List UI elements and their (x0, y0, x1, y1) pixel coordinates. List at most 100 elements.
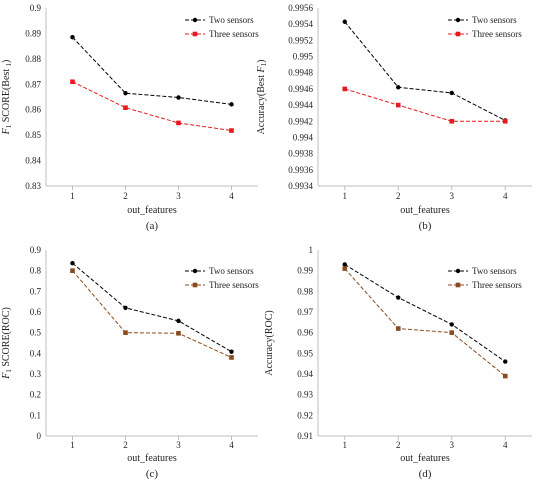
data-point (449, 118, 455, 124)
y-tick-label: 0.99 (297, 266, 313, 276)
x-tick-label: 1 (343, 440, 348, 450)
y-tick-label: 0.86 (25, 105, 41, 115)
y-tick-label: 0.98 (297, 286, 313, 296)
data-point (70, 79, 75, 85)
y-tick-label: 0.9944 (288, 100, 313, 110)
y-tick-label: 0.83 (25, 181, 41, 191)
data-point (342, 86, 348, 92)
y-tick-label: 0.94 (297, 369, 313, 379)
panel-caption: (d) (419, 468, 432, 480)
chart-panel: 0.91 0.92 0.93 0.94 0.95 0.96 0.97 0.98 0.99 1 1 2 3… (264, 245, 532, 480)
x-tick-label: 4 (229, 191, 234, 201)
data-point (229, 349, 234, 354)
data-point (123, 305, 128, 311)
legend-marker (192, 31, 198, 37)
x-tick-label: 3 (450, 191, 455, 201)
panel-caption: (a) (146, 220, 159, 232)
data-point (229, 355, 234, 360)
x-tick-label: 2 (396, 191, 401, 201)
data-point (395, 326, 401, 331)
data-point (176, 330, 181, 336)
y-tick-label: 0.9936 (288, 165, 313, 175)
data-point (396, 85, 401, 90)
data-point (342, 262, 347, 267)
y-tick-label: 0.3 (30, 369, 42, 379)
y-tick-label: 0.9954 (288, 19, 313, 29)
panel-caption: (c) (146, 468, 159, 480)
y-tick-label: 0.9942 (288, 116, 313, 126)
series-line (72, 262, 232, 353)
data-point (229, 128, 234, 133)
data-point (176, 95, 181, 100)
y-tick-label: 0.9934 (288, 181, 313, 191)
x-tick-label: 3 (450, 440, 455, 450)
legend-label: Three sensors (472, 280, 522, 290)
data-point (123, 330, 128, 335)
legend-marker (455, 31, 461, 37)
legend-marker (192, 268, 198, 274)
y-tick-label: 0.92 (297, 410, 313, 420)
y-tick-label: 0.995 (293, 52, 314, 62)
x-tick-label: 2 (123, 191, 128, 201)
y-tick-label: 0.97 (297, 307, 313, 317)
x-tick-label: 3 (176, 191, 181, 201)
data-point (395, 102, 401, 108)
chart-panel: 0.9934 0.9936 0.9938 0.994 0.9942 0.9944 0.994… (256, 3, 532, 232)
legend-label: Two sensors (472, 266, 517, 276)
y-tick-label: 0.84 (25, 156, 41, 166)
y-tick-label: 0.93 (297, 390, 313, 400)
data-point (176, 318, 181, 324)
legend-marker (192, 17, 198, 23)
data-point (229, 102, 234, 107)
panel-caption: (b) (419, 220, 432, 232)
x-tick-label: 3 (176, 440, 181, 450)
y-tick-label: 0.6 (30, 307, 42, 317)
x-tick-label: 1 (70, 440, 75, 450)
legend-label: Three sensors (472, 29, 522, 39)
series-line (344, 268, 506, 377)
y-tick-label: 0.96 (297, 328, 313, 338)
data-point (396, 295, 401, 300)
x-tick-label: 2 (396, 440, 401, 450)
legend-label: Two sensors (472, 15, 517, 25)
y-tick-label: 0.9938 (288, 149, 313, 159)
y-tick-label: 0.7 (30, 286, 42, 296)
y-tick-label: 0.95 (297, 348, 313, 358)
chart-panel: 0.83 0.84 0.85 0.86 0.87 0.88 0.89 0.9 1 2 3 4 out_f… (1, 3, 259, 232)
data-point (70, 35, 75, 40)
y-tick-label: 0.9952 (288, 35, 313, 45)
y-tick-label: 0.9946 (288, 84, 313, 94)
chart-panel: 0 0.1 0.2 0.3 0.4 0.5 0.6 0.7 0.8 0.9 1 2 3 4 out_feat… (1, 245, 259, 480)
y-tick-label: 0.89 (25, 28, 41, 38)
y-tick-label: 0.994 (293, 132, 314, 142)
x-axis-label: out_features (127, 205, 177, 216)
data-point (449, 90, 454, 96)
data-point (449, 322, 454, 327)
x-tick-label: 4 (229, 440, 234, 450)
x-tick-label: 1 (70, 191, 75, 201)
x-axis-label: out_features (127, 453, 177, 464)
y-tick-label: 0.2 (30, 390, 41, 400)
x-axis-label: out_features (400, 205, 450, 216)
x-tick-label: 2 (123, 440, 128, 450)
y-axis-label: F1 SCORE(ROC) (1, 307, 13, 380)
legend-marker (455, 268, 461, 274)
y-axis-label: Accuracy(ROC) (264, 310, 275, 376)
y-tick-label: 1 (309, 245, 314, 255)
series-line (72, 270, 232, 358)
data-point (502, 118, 508, 124)
data-point (449, 330, 455, 335)
y-tick-label: 0.87 (25, 79, 41, 89)
data-point (502, 373, 508, 379)
series-line (344, 21, 506, 121)
legend-label: Three sensors (209, 280, 259, 290)
y-tick-label: 0.85 (25, 130, 41, 140)
y-tick-label: 0.4 (30, 348, 42, 358)
legend-label: Three sensors (209, 29, 259, 39)
series-line (72, 81, 232, 132)
legend-label: Two sensors (209, 15, 254, 25)
y-tick-label: 0.9 (30, 245, 42, 255)
legend-marker (455, 282, 461, 288)
y-tick-label: 0.5 (30, 328, 42, 338)
